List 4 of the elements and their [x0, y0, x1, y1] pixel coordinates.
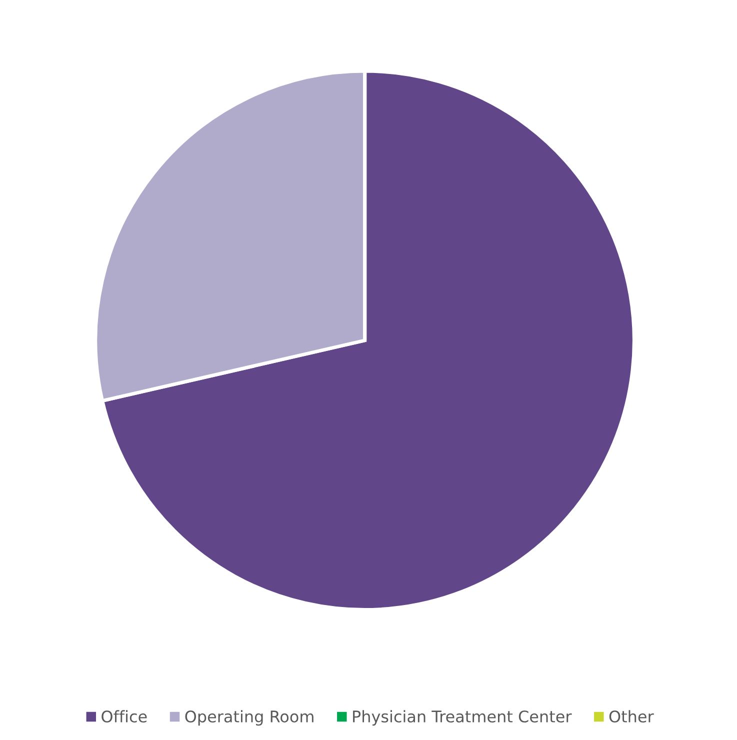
legend-label: Operating Room — [185, 710, 314, 726]
legend-label: Other — [609, 710, 654, 723]
legend-label: Office — [102, 710, 147, 723]
legend-label: Physician Treatment Center — [353, 710, 572, 726]
